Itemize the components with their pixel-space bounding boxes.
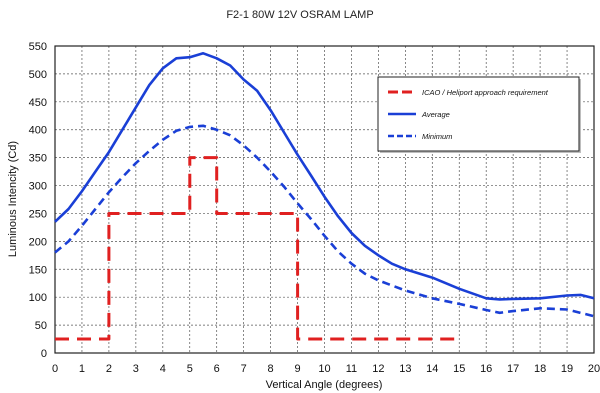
x-tick-label: 10 xyxy=(318,363,330,375)
x-tick-label: 8 xyxy=(268,363,274,375)
chart-title: F2-1 80W 12V OSRAM LAMP xyxy=(226,9,374,21)
y-tick-label: 100 xyxy=(29,292,47,304)
series-lines xyxy=(54,51,595,341)
axes xyxy=(54,45,595,354)
series-line-minimum xyxy=(54,124,595,318)
y-tick-label: 550 xyxy=(29,41,47,53)
x-tick-label: 1 xyxy=(79,363,85,375)
x-tick-label: 5 xyxy=(187,363,193,375)
x-tick-label: 6 xyxy=(214,363,220,375)
y-tick-label: 250 xyxy=(29,208,47,220)
y-tick-label: 0 xyxy=(41,348,47,360)
legend-label-average: Average xyxy=(421,110,450,119)
y-tick-label: 500 xyxy=(29,69,47,81)
x-tick-label: 13 xyxy=(399,363,411,375)
legend: ICAO / Heliport approach requirement Aver… xyxy=(377,76,581,153)
x-tick-label: 9 xyxy=(294,363,300,375)
x-tick-label: 15 xyxy=(453,363,465,375)
x-tick-label: 7 xyxy=(241,363,247,375)
x-tick-label: 18 xyxy=(534,363,546,375)
x-tick-label: 12 xyxy=(372,363,384,375)
x-tick-label: 14 xyxy=(426,363,438,375)
x-tick-label: 16 xyxy=(480,363,492,375)
x-tick-label: 0 xyxy=(52,363,58,375)
y-axis-label: Luminous Intencity (Cd) xyxy=(7,141,19,257)
x-tick-label: 11 xyxy=(346,363,357,375)
y-tick-label: 300 xyxy=(29,181,47,193)
y-tick-label: 150 xyxy=(29,264,47,276)
plot-frame xyxy=(54,45,595,354)
y-tick-label: 400 xyxy=(29,125,47,137)
y-tick-label: 50 xyxy=(35,320,47,332)
y-tick-label: 200 xyxy=(29,236,47,248)
legend-label-minimum: Minimum xyxy=(422,132,452,141)
y-tick-labels: 0 50 100 150 200 250 300 350 400 450 500 550 xyxy=(29,41,47,360)
grid xyxy=(55,46,594,353)
x-tick-labels: 0 1 2 3 4 5 6 7 8 9 10 11 12 13 14 15 16 17 18 19 20 xyxy=(52,363,600,375)
y-tick-label: 350 xyxy=(29,153,47,165)
x-axis-label: Vertical Angle (degrees) xyxy=(266,379,383,391)
x-tick-label: 19 xyxy=(561,363,573,375)
series-line-average xyxy=(54,51,595,301)
x-tick-label: 4 xyxy=(160,363,166,375)
x-tick-label: 17 xyxy=(507,363,519,375)
x-tick-label: 3 xyxy=(133,363,139,375)
series-line-requirement xyxy=(55,156,460,341)
legend-label-requirement: ICAO / Heliport approach requirement xyxy=(422,88,549,97)
x-tick-label: 2 xyxy=(106,363,112,375)
y-tick-label: 450 xyxy=(29,97,47,109)
x-tick-label: 20 xyxy=(588,363,600,375)
